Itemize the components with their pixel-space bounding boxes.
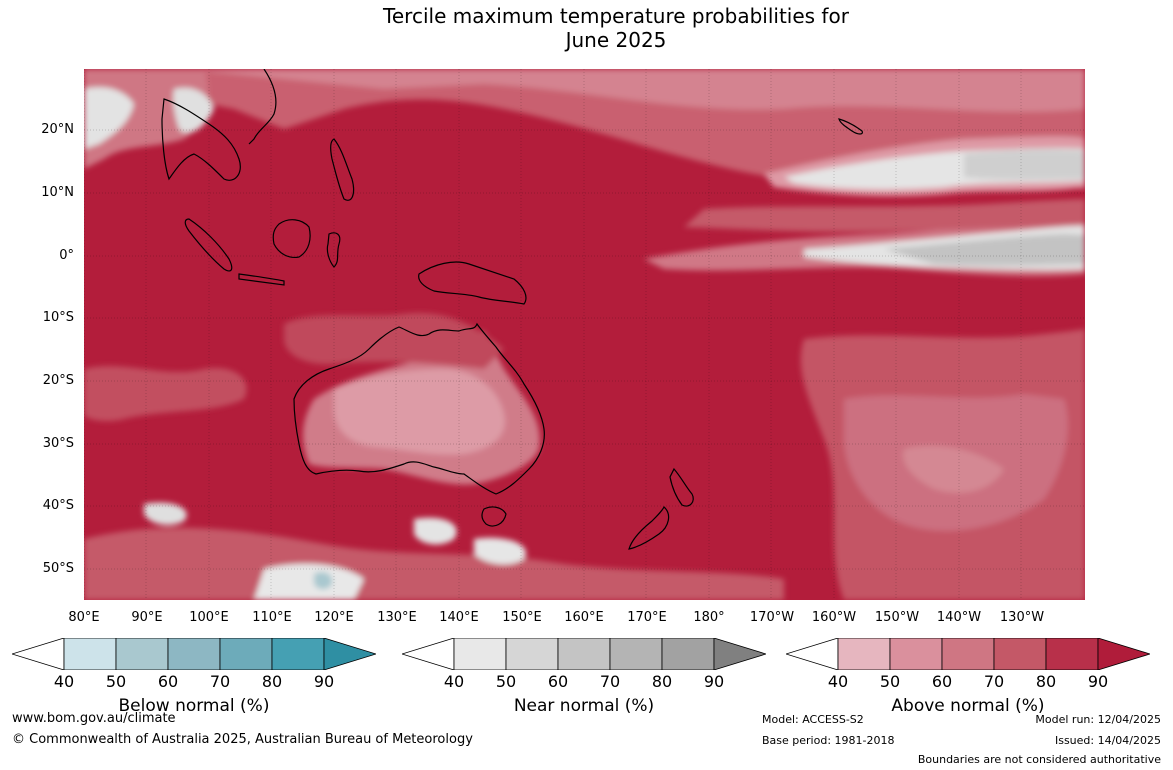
colorbar-segment xyxy=(115,638,169,670)
lon-label-140w: 140°W xyxy=(936,610,982,625)
lon-label-180: 180° xyxy=(693,610,725,625)
sulawesi-coast xyxy=(326,232,341,268)
title-line-2: June 2025 xyxy=(565,28,667,52)
tick: 40 xyxy=(827,672,849,691)
colorbar-tip xyxy=(323,638,376,670)
indochina-coast xyxy=(161,98,241,181)
colorbar-segment xyxy=(271,638,325,670)
lon-label-80e: 80°E xyxy=(68,610,100,625)
tick: 60 xyxy=(931,672,953,691)
tick: 80 xyxy=(651,672,673,691)
colorbar-above-normal xyxy=(786,638,1150,670)
lon-label-100e: 100°E xyxy=(189,610,229,625)
lat-label-40s: 40°S xyxy=(42,498,74,513)
probability-map xyxy=(84,69,1085,600)
gridlines xyxy=(84,69,1085,600)
lat-label-0: 0° xyxy=(59,248,74,263)
australia-coast xyxy=(293,322,545,495)
colorbar-segment xyxy=(63,638,117,670)
lon-label-110e: 110°E xyxy=(252,610,292,625)
hawaii-coast xyxy=(838,118,863,135)
lon-label-170e: 170°E xyxy=(627,610,667,625)
colorbar-segment xyxy=(941,638,995,670)
colorbar-label-below: Below normal (%) xyxy=(118,696,270,716)
new-zealand-south xyxy=(628,506,670,550)
lat-label-10s: 10°S xyxy=(42,310,74,325)
tick: 50 xyxy=(879,672,901,691)
tick: 80 xyxy=(1035,672,1057,691)
colorbar-tip xyxy=(1097,638,1150,670)
colorbar-label-near: Near normal (%) xyxy=(513,696,655,716)
coastlines xyxy=(161,69,863,550)
lon-label-160e: 160°E xyxy=(564,610,604,625)
model-text: Model: ACCESS-S2 xyxy=(762,713,864,726)
lat-label-20s: 20°S xyxy=(42,373,74,388)
java-coast xyxy=(238,273,285,286)
lon-label-130w: 130°W xyxy=(999,610,1045,625)
colorbar-segment xyxy=(837,638,891,670)
new-guinea-coast xyxy=(418,261,527,305)
lon-label-120e: 120°E xyxy=(314,610,354,625)
boundaries-disclaimer: Boundaries are not considered authoritat… xyxy=(917,753,1161,766)
colorbar-label-above: Above normal (%) xyxy=(891,696,1045,716)
tick: 50 xyxy=(495,672,517,691)
china-coast xyxy=(248,69,277,145)
colorbar-segment xyxy=(557,638,611,670)
colorbar-segment xyxy=(661,638,715,670)
colorbar-segment xyxy=(993,638,1047,670)
lat-label-10n: 10°N xyxy=(41,185,74,200)
lon-label-150w: 150°W xyxy=(874,610,920,625)
lat-label-30s: 30°S xyxy=(42,436,74,451)
lon-label-170w: 170°W xyxy=(749,610,795,625)
issued-text: Issued: 14/04/2025 xyxy=(1054,734,1161,747)
colorbar-segment xyxy=(167,638,221,670)
philippines-coast xyxy=(330,138,355,201)
borneo-coast xyxy=(272,219,311,259)
lon-label-140e: 140°E xyxy=(439,610,479,625)
colorbar-tip xyxy=(713,638,766,670)
tick: 90 xyxy=(1087,672,1109,691)
probability-contours xyxy=(84,69,1085,600)
lat-label-50s: 50°S xyxy=(42,561,74,576)
website-link[interactable]: www.bom.gov.au/climate xyxy=(12,711,176,726)
tick: 70 xyxy=(983,672,1005,691)
colorbar-segment xyxy=(889,638,943,670)
lon-label-90e: 90°E xyxy=(131,610,163,625)
lon-label-160w: 160°W xyxy=(811,610,857,625)
colorbar-segment xyxy=(453,638,507,670)
colorbar-near-normal xyxy=(402,638,766,670)
map-title: Tercile maximum temperature probabilitie… xyxy=(0,4,1173,52)
model-run-text: Model run: 12/04/2025 xyxy=(1035,713,1161,726)
lon-label-130e: 130°E xyxy=(377,610,417,625)
colorbar-segment xyxy=(219,638,273,670)
tick: 80 xyxy=(261,672,283,691)
lat-label-20n: 20°N xyxy=(41,122,74,137)
tasmania-coast xyxy=(481,506,507,527)
copyright-text: © Commonwealth of Australia 2025, Austra… xyxy=(12,732,473,747)
colorbar-segment xyxy=(1045,638,1099,670)
tick: 40 xyxy=(443,672,465,691)
tick: 40 xyxy=(53,672,75,691)
tick: 90 xyxy=(313,672,335,691)
tick: 70 xyxy=(599,672,621,691)
sumatra-coast xyxy=(184,218,233,272)
tick: 90 xyxy=(703,672,725,691)
lon-label-150e: 150°E xyxy=(502,610,542,625)
colorbar-segment xyxy=(609,638,663,670)
colorbar-segment xyxy=(505,638,559,670)
colorbar-below-normal xyxy=(12,638,376,670)
tick: 60 xyxy=(547,672,569,691)
tick: 50 xyxy=(105,672,127,691)
tick: 60 xyxy=(157,672,179,691)
tick: 70 xyxy=(209,672,231,691)
base-period-text: Base period: 1981-2018 xyxy=(762,734,895,747)
new-zealand-north xyxy=(669,467,694,507)
title-line-1: Tercile maximum temperature probabilitie… xyxy=(383,4,849,28)
